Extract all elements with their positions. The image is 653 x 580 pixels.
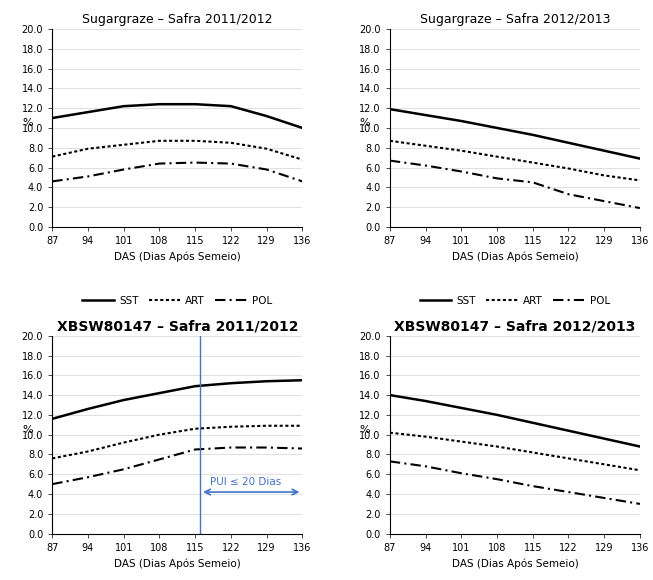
Title: Sugargraze – Safra 2012/2013: Sugargraze – Safra 2012/2013 — [420, 13, 610, 27]
Title: Sugargraze – Safra 2011/2012: Sugargraze – Safra 2011/2012 — [82, 13, 272, 27]
Legend: SST, ART, POL: SST, ART, POL — [78, 292, 276, 310]
Y-axis label: %: % — [22, 425, 33, 434]
X-axis label: DAS (Dias Após Semeio): DAS (Dias Após Semeio) — [114, 558, 241, 568]
Title: XBSW80147 – Safra 2012/2013: XBSW80147 – Safra 2012/2013 — [394, 319, 635, 333]
Y-axis label: %: % — [22, 118, 33, 128]
Title: XBSW80147 – Safra 2011/2012: XBSW80147 – Safra 2011/2012 — [57, 319, 298, 333]
Legend: SST, ART, POL: SST, ART, POL — [416, 292, 614, 310]
X-axis label: DAS (Dias Após Semeio): DAS (Dias Após Semeio) — [451, 252, 579, 262]
Text: PUI ≤ 20 Dias: PUI ≤ 20 Dias — [210, 477, 281, 487]
X-axis label: DAS (Dias Após Semeio): DAS (Dias Após Semeio) — [114, 252, 241, 262]
Y-axis label: %: % — [360, 118, 370, 128]
X-axis label: DAS (Dias Após Semeio): DAS (Dias Após Semeio) — [451, 558, 579, 568]
Y-axis label: %: % — [360, 425, 370, 434]
